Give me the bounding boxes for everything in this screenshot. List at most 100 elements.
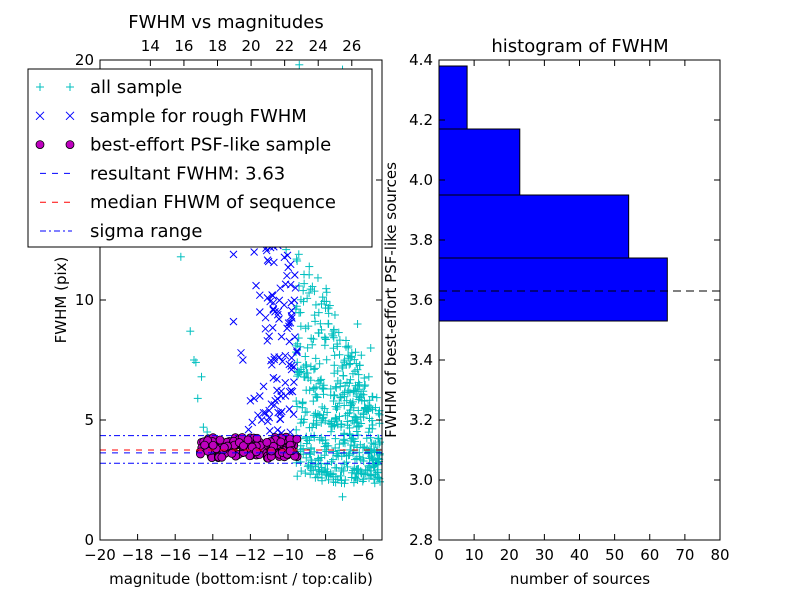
all-sample-point <box>360 397 369 406</box>
rough-sample-point <box>285 322 293 331</box>
all-sample-point <box>319 410 328 419</box>
all-sample-point <box>367 466 376 475</box>
rough-sample-point <box>289 410 298 419</box>
all-sample-point <box>352 474 361 483</box>
rough-sample-point <box>237 348 245 357</box>
all-sample-point <box>295 282 304 291</box>
all-sample-point <box>368 392 377 401</box>
x-marker-b <box>237 348 245 357</box>
all-sample-point <box>352 469 361 478</box>
all-sample-point <box>338 492 347 501</box>
scatter-ytick-label: 20 <box>75 51 94 69</box>
psf-sample-point <box>239 441 248 451</box>
histogram-ytick-label: 4.2 <box>409 111 433 129</box>
rough-sample-point <box>266 297 274 306</box>
x-marker-b <box>252 281 260 290</box>
all-sample-point <box>351 413 360 422</box>
histogram-ylabel: FWHM of best-effort PSF-like sources <box>382 162 400 438</box>
all-sample-point <box>349 387 358 396</box>
all-sample-point <box>354 431 363 440</box>
x-marker-b <box>276 284 285 293</box>
all-sample-point <box>324 319 333 328</box>
all-sample-point <box>373 460 382 469</box>
rough-sample-point <box>261 408 270 417</box>
legend-x-marker <box>35 111 45 121</box>
all-sample-point <box>350 355 359 364</box>
psf-sample-point <box>215 435 225 445</box>
histogram-ytick-label: 3.8 <box>409 231 433 249</box>
scatter-xtick-label: −14 <box>197 546 229 564</box>
all-sample-point <box>344 342 353 351</box>
legend-x-marker <box>65 111 75 121</box>
all-sample-point <box>338 362 347 371</box>
rough-sample-point <box>269 305 278 313</box>
all-sample-point <box>301 469 310 478</box>
all-sample-point <box>306 445 315 454</box>
x-marker-b <box>265 406 274 415</box>
all-sample-point <box>295 368 304 377</box>
all-sample-point <box>322 297 331 306</box>
rough-sample-point <box>269 306 278 314</box>
all-sample-point <box>353 320 362 328</box>
all-sample-point <box>364 428 373 437</box>
all-sample-point <box>360 374 369 383</box>
all-sample-point <box>354 422 363 431</box>
all-sample-point <box>314 456 323 465</box>
all-sample-point <box>320 341 329 350</box>
x-marker-b <box>277 332 286 341</box>
histogram-xlabel: number of sources <box>510 570 650 588</box>
histogram-xtick-label: 80 <box>710 546 729 564</box>
rough-sample-point <box>283 271 291 280</box>
all-sample-point <box>359 456 368 465</box>
legend: all sample sample for rough FWHM best-effo… <box>27 68 373 248</box>
all-sample-point <box>329 447 338 456</box>
rough-sample-point <box>250 248 259 256</box>
all-sample-point <box>347 473 356 482</box>
all-sample-point <box>315 379 324 388</box>
all-sample-point <box>311 300 320 309</box>
all-sample-point <box>353 418 362 427</box>
psf-sample-point <box>285 446 295 456</box>
rough-sample-point <box>263 336 272 345</box>
all-sample-point <box>342 360 351 369</box>
all-sample-point <box>330 351 339 360</box>
histogram-ticks: 0 10 20 30 40 50 60 70 80 2.8 3.0 3.2 3.4 3.6 3.8 4.0 4.… <box>409 51 729 564</box>
all-sample-point <box>343 417 352 426</box>
all-sample-point <box>176 252 185 261</box>
all-sample-point <box>347 348 356 357</box>
all-sample-point <box>324 441 333 450</box>
rough-sample-point <box>280 253 289 262</box>
rough-sample-point <box>268 323 277 332</box>
rough-sample-point <box>250 394 259 403</box>
x-marker-b <box>269 298 278 307</box>
x-marker-b <box>267 360 276 369</box>
legend-label: best-effort PSF-like sample <box>90 135 331 156</box>
all-sample-point <box>327 329 336 338</box>
x-marker-b <box>284 263 293 272</box>
all-sample-point <box>357 351 366 360</box>
x-marker-b <box>265 427 274 435</box>
all-sample-point <box>332 451 341 460</box>
all-sample-point <box>328 455 337 464</box>
rough-sample-point <box>257 416 266 424</box>
psf-sample-point <box>267 446 276 456</box>
rough-sample-point <box>287 362 296 370</box>
rough-sample-point <box>287 365 296 374</box>
rough-sample-point <box>289 378 298 386</box>
x-marker-b <box>268 291 277 300</box>
rough-sample-point <box>267 360 276 369</box>
all-sample-point <box>313 273 322 282</box>
rough-sample-point <box>248 418 257 427</box>
histogram-ytick-label: 4.0 <box>409 171 433 189</box>
all-sample-point <box>350 386 359 395</box>
all-sample-point <box>315 359 324 368</box>
rough-sample-point <box>290 271 299 279</box>
all-sample-point <box>309 411 318 420</box>
all-sample-point <box>299 372 308 381</box>
all-sample-point <box>199 423 208 432</box>
all-sample-point <box>346 352 355 361</box>
all-sample-point <box>311 364 320 373</box>
all-sample-point <box>317 418 326 427</box>
all-sample-point <box>308 282 317 291</box>
scatter-ticks: −20−18−16−14−12−10−8−6051015201416182022… <box>75 37 382 564</box>
